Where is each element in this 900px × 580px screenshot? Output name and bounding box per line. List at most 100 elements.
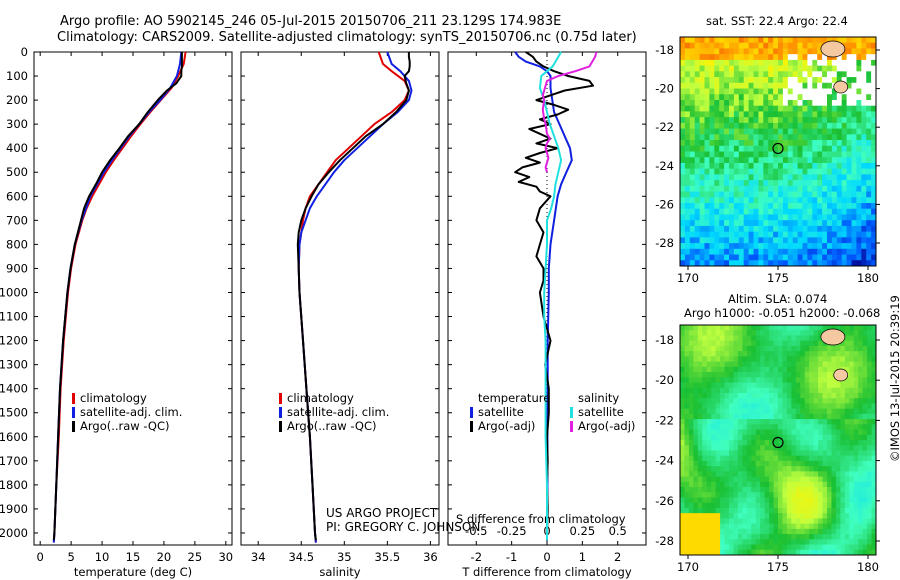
- map-cell: [773, 382, 779, 389]
- map-cell: [715, 377, 721, 383]
- map-cell: [812, 105, 818, 112]
- map-cell: [706, 340, 712, 347]
- map-cell: [862, 398, 868, 404]
- map-cell: [694, 48, 701, 55]
- map-cell: [851, 243, 857, 250]
- map-cell: [822, 325, 828, 331]
- map-cell: [822, 481, 828, 488]
- map-cell: [792, 237, 799, 244]
- map-cell: [773, 197, 779, 204]
- map-cell: [688, 366, 694, 373]
- map-cell: [791, 497, 797, 504]
- map-cell: [680, 237, 686, 244]
- map-cell: [709, 128, 715, 135]
- map-cell: [867, 502, 873, 509]
- map-cell: [807, 140, 813, 147]
- map-cell: [715, 403, 721, 410]
- map-cell: [844, 434, 850, 441]
- map-cell: [866, 174, 872, 181]
- map-cell: [763, 42, 769, 49]
- map-cell: [778, 429, 783, 436]
- map-cell: [719, 54, 725, 61]
- map-cell: [831, 466, 837, 472]
- map-cell: [758, 140, 764, 147]
- map-cell: [693, 330, 699, 336]
- map-cell: [737, 445, 743, 451]
- map-cell: [753, 48, 759, 55]
- map-cell: [822, 455, 828, 462]
- map-cell: [782, 99, 789, 107]
- map-cell: [871, 513, 877, 519]
- map-cell: [858, 518, 864, 525]
- map-cell: [743, 197, 750, 204]
- map-cell: [742, 440, 748, 446]
- map-cell: [753, 254, 759, 261]
- map-cell: [867, 450, 873, 457]
- map-cell: [792, 214, 799, 221]
- map-cell: [836, 191, 843, 198]
- map-cell: [836, 145, 843, 152]
- map-cell: [831, 481, 837, 488]
- map-cell: [851, 42, 857, 49]
- legend-swatch: [279, 407, 282, 418]
- map-cell: [822, 502, 828, 509]
- map-cell: [867, 330, 873, 336]
- map-cell: [856, 105, 862, 112]
- map-cell: [817, 94, 823, 101]
- map-cell: [846, 99, 852, 107]
- map-cell: [684, 168, 691, 175]
- map-cell: [822, 203, 828, 210]
- map-cell: [738, 94, 745, 101]
- map-cell: [746, 377, 752, 383]
- map-cell: [856, 42, 862, 49]
- map-cell: [699, 105, 705, 112]
- map-cell: [827, 82, 833, 90]
- map-cell: [853, 351, 859, 357]
- map-cell: [684, 392, 690, 399]
- map-cell: [802, 88, 808, 95]
- map-cell: [822, 180, 828, 187]
- map-cell: [849, 528, 855, 535]
- map-cell: [867, 382, 873, 389]
- map-cell: [858, 476, 864, 483]
- map-cell: [841, 54, 848, 61]
- map-cell: [782, 82, 789, 90]
- map-cell: [704, 48, 710, 55]
- map-cell: [704, 145, 710, 152]
- map-cell: [758, 145, 764, 152]
- map-cell: [702, 544, 708, 551]
- map-cell: [853, 450, 859, 457]
- map-cell: [787, 162, 794, 170]
- map-cell: [846, 174, 852, 181]
- map-cell: [787, 185, 794, 193]
- map-cell: [871, 518, 877, 525]
- map-cell: [693, 518, 699, 525]
- map-cell: [795, 476, 801, 483]
- map-cell: [797, 180, 803, 187]
- map-cell: [841, 162, 848, 170]
- map-cell: [866, 151, 872, 158]
- map-cell: [729, 419, 734, 425]
- panel-frame: [33, 51, 233, 546]
- map-cell: [853, 445, 859, 451]
- map-cell: [680, 128, 686, 135]
- map-cell: [813, 539, 819, 546]
- map-cell: [800, 335, 806, 342]
- map-cell: [729, 111, 735, 118]
- map-cell: [795, 377, 801, 383]
- map-cell: [680, 387, 685, 394]
- map-cell: [797, 208, 803, 215]
- map-cell: [702, 528, 708, 535]
- map-cell: [746, 523, 752, 530]
- map-cell: [831, 88, 838, 95]
- map-cell: [684, 94, 691, 101]
- map-cell: [760, 497, 766, 504]
- depth-tick-label: 1000: [0, 285, 28, 299]
- map-cell: [817, 248, 823, 256]
- map-cell: [791, 366, 797, 373]
- map-cell: [714, 254, 720, 261]
- map-cell: [733, 54, 740, 61]
- map-cell: [846, 237, 852, 244]
- map-cell: [689, 248, 696, 256]
- map-cell: [840, 492, 846, 498]
